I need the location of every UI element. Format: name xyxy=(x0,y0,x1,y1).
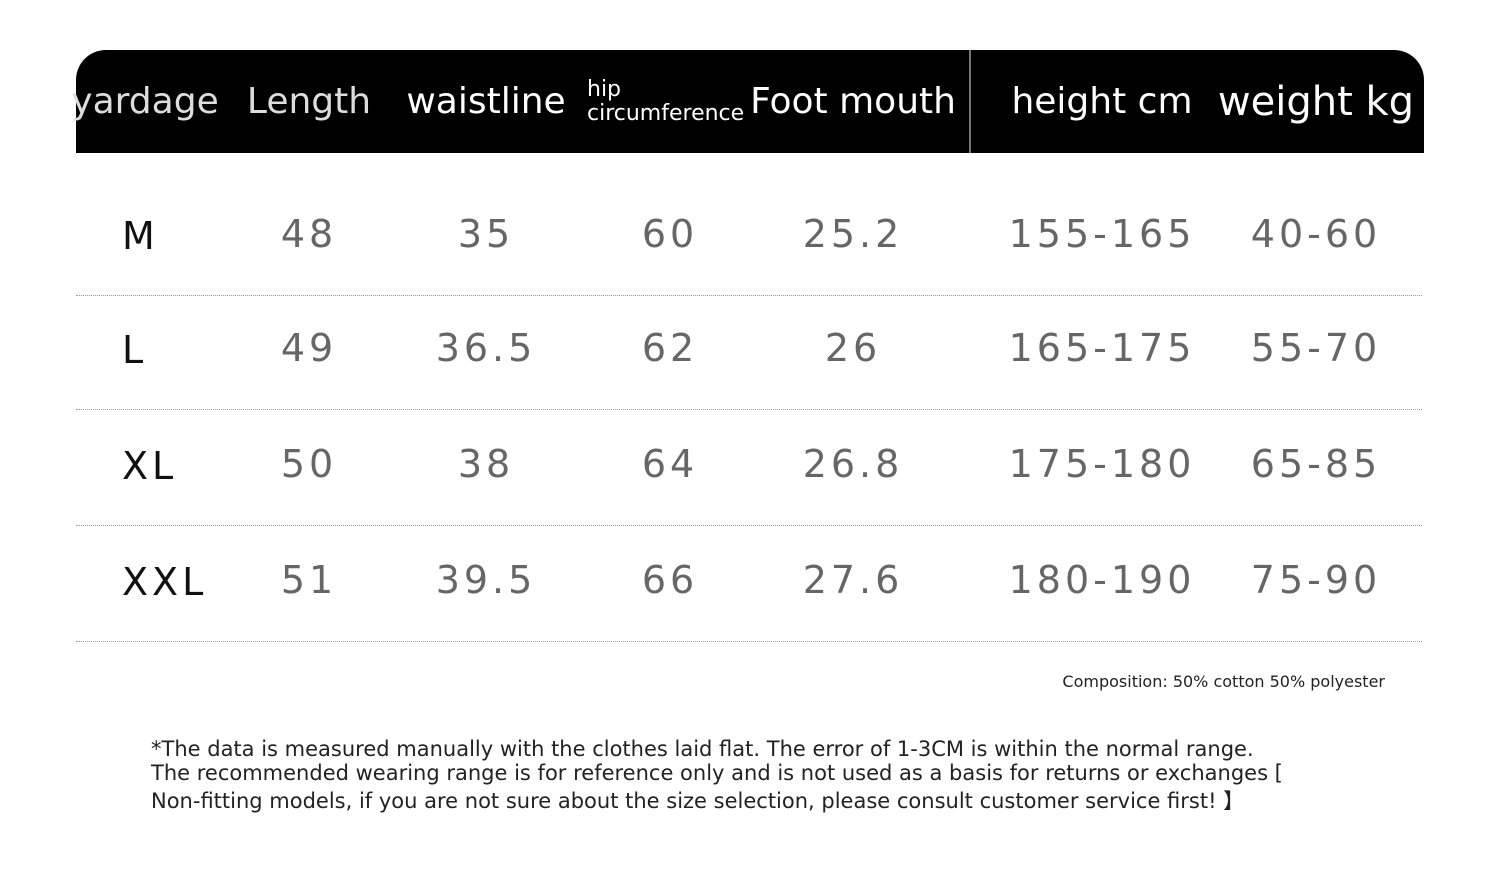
value-cell: 50 xyxy=(280,442,338,486)
value-cell: 39.5 xyxy=(435,558,537,602)
value-cell: 27.6 xyxy=(802,558,904,602)
header-cell: hip circumference xyxy=(587,76,745,126)
value-cell: 60 xyxy=(641,212,699,256)
value-cell: 51 xyxy=(280,558,338,602)
value-cell: 75-90 xyxy=(1250,558,1382,602)
value-cell: 35 xyxy=(457,212,515,256)
row-divider xyxy=(76,295,1422,296)
value-cell: 48 xyxy=(280,212,338,256)
note-line: *The data is measured manually with the … xyxy=(151,737,1254,761)
composition: Composition: 50% cotton 50% polyester xyxy=(1062,672,1385,691)
row-divider xyxy=(76,641,1422,642)
value-cell: 175-180 xyxy=(1008,442,1196,486)
value-cell: 36.5 xyxy=(435,326,537,370)
size-cell: M xyxy=(122,214,159,258)
header-cell: height cm xyxy=(1011,81,1193,122)
value-cell: 26 xyxy=(824,326,882,370)
header-cell: Length xyxy=(246,81,372,122)
header-cell: Foot mouth xyxy=(750,81,956,122)
header-cell: yardage xyxy=(71,81,219,122)
value-cell: 49 xyxy=(280,326,338,370)
value-cell: 180-190 xyxy=(1008,558,1196,602)
size-cell: XL xyxy=(122,444,178,488)
value-cell: 165-175 xyxy=(1008,326,1196,370)
value-cell: 65-85 xyxy=(1250,442,1382,486)
size-cell: L xyxy=(122,328,148,372)
value-cell: 38 xyxy=(457,442,515,486)
row-divider xyxy=(76,409,1422,410)
header-cell: weight kg xyxy=(1217,78,1415,125)
table-header-background xyxy=(76,50,1424,153)
value-cell: 26.8 xyxy=(802,442,904,486)
value-cell: 155-165 xyxy=(1008,212,1196,256)
value-cell: 64 xyxy=(641,442,699,486)
header-cell: waistline xyxy=(406,81,566,122)
value-cell: 66 xyxy=(641,558,699,602)
value-cell: 62 xyxy=(641,326,699,370)
note-line: The recommended wearing range is for ref… xyxy=(151,761,1283,785)
header-divider xyxy=(969,50,971,153)
value-cell: 40-60 xyxy=(1250,212,1382,256)
value-cell: 25.2 xyxy=(802,212,904,256)
row-divider xyxy=(76,525,1422,526)
note-line: Non-fitting models, if you are not sure … xyxy=(151,789,1245,813)
size-cell: XXL xyxy=(122,560,208,604)
value-cell: 55-70 xyxy=(1250,326,1382,370)
